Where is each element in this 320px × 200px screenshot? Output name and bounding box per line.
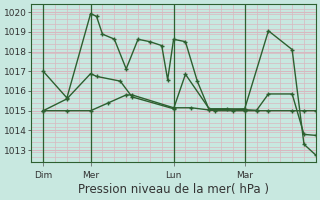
X-axis label: Pression niveau de la mer( hPa ): Pression niveau de la mer( hPa ) — [78, 183, 269, 196]
